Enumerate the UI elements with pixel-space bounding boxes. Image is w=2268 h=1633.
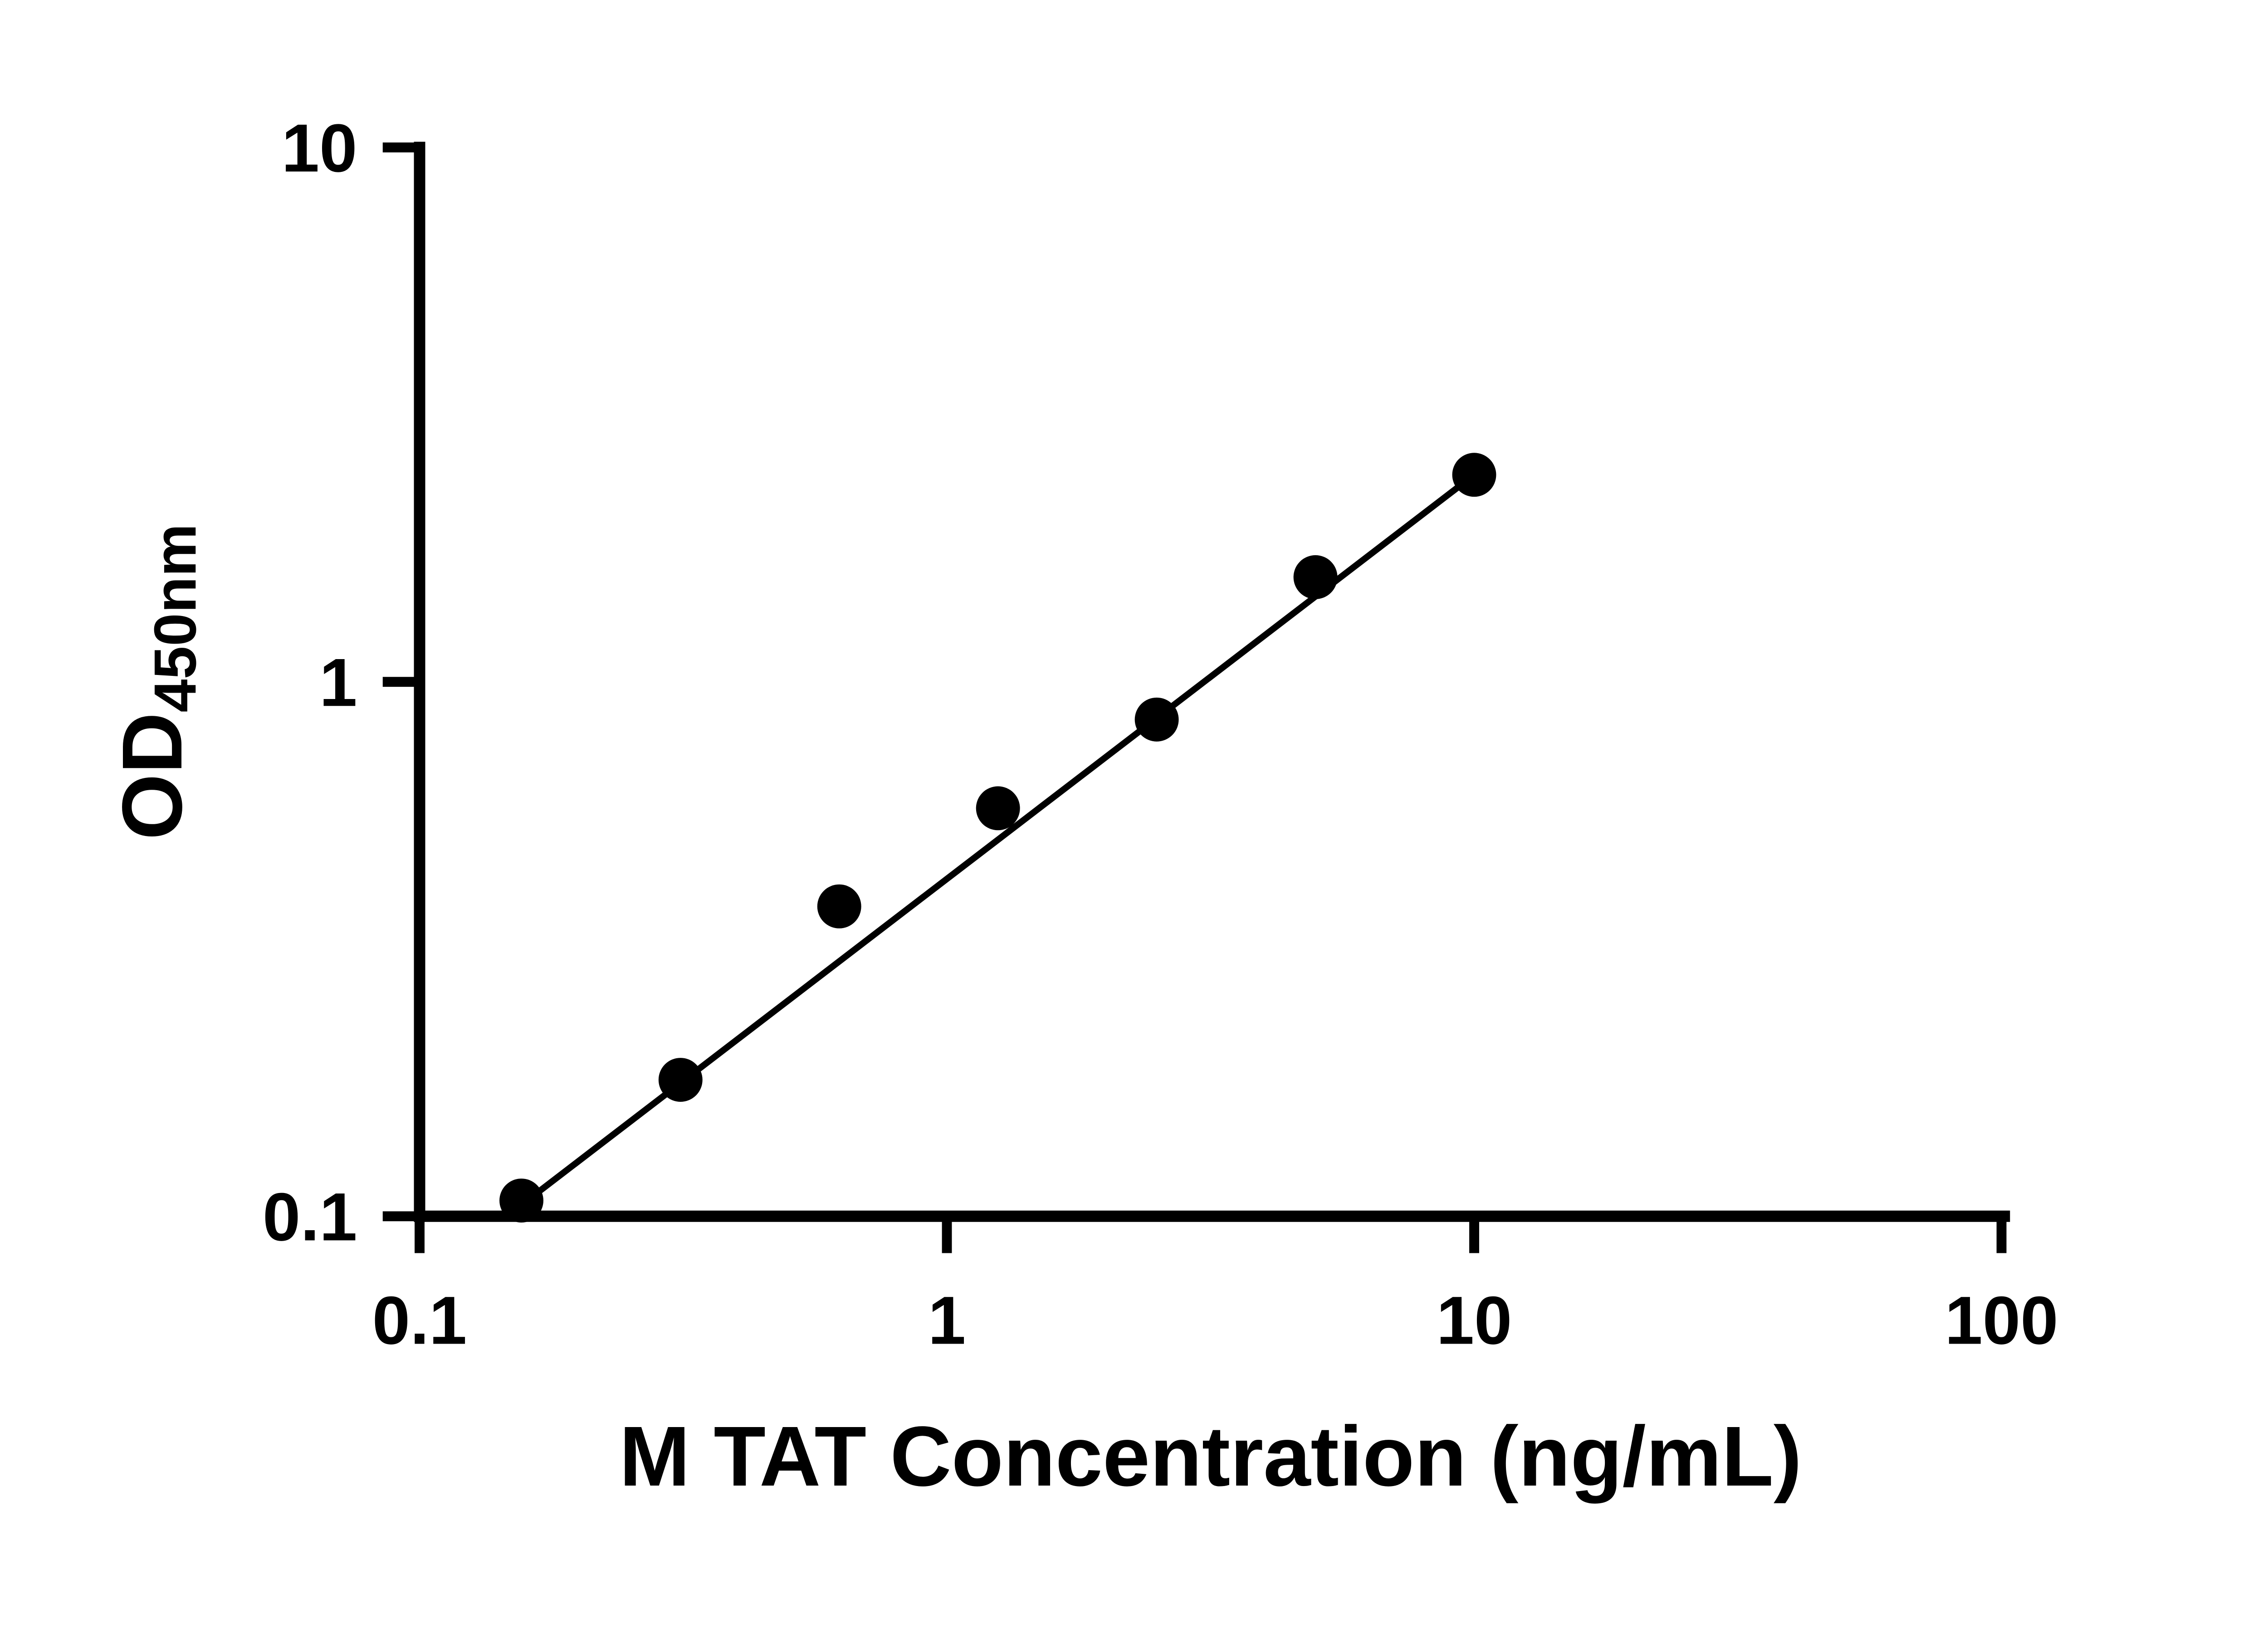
x-tick-label: 1 [928, 1282, 966, 1359]
data-point [658, 1058, 703, 1102]
x-axis-title: M TAT Concentration (ng/mL) [619, 1408, 1802, 1504]
data-point [1452, 453, 1496, 497]
y-axis-title-main: OD [104, 712, 200, 840]
y-axis-title-subscript: 450nm [142, 524, 208, 713]
axes [414, 142, 2010, 1222]
data-point [817, 884, 861, 929]
plot-area [499, 453, 1496, 1223]
x-tick-label: 0.1 [372, 1282, 467, 1359]
y-tick-label: 1 [319, 644, 357, 720]
data-point [499, 1178, 543, 1223]
y-tick-label: 10 [282, 110, 357, 186]
x-tick-label: 10 [1437, 1282, 1512, 1359]
x-tick-label: 100 [1945, 1282, 2058, 1359]
x-axis-ticks: 0.1 1 10 100 [372, 1216, 2058, 1359]
data-point [1134, 697, 1179, 742]
y-axis-ticks: 0.1 1 10 [263, 110, 420, 1255]
data-point [1293, 555, 1338, 599]
data-point [976, 786, 1020, 831]
y-axis-title: OD450nm [104, 524, 208, 840]
y-tick-label: 0.1 [263, 1178, 357, 1255]
